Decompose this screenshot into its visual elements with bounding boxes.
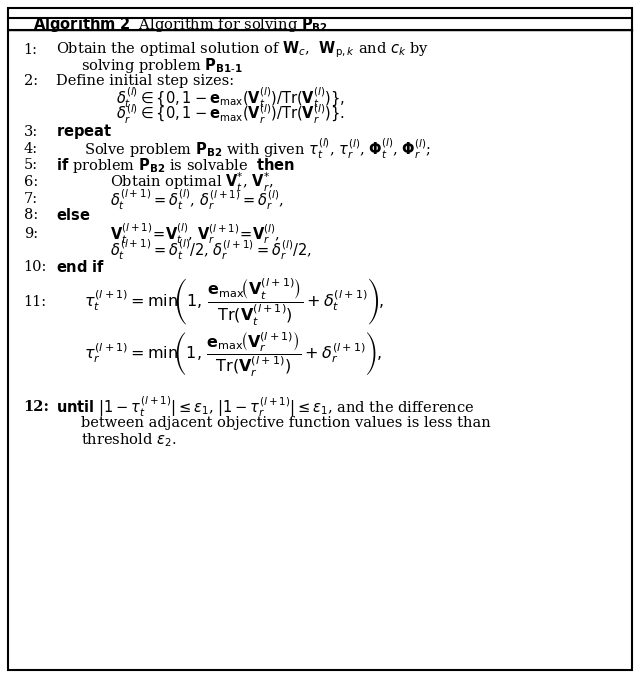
Text: $\delta_{r}^{(l)} \in \{0, 1 - \mathbf{e}_{\max}(\mathbf{V}_{r}^{(l)})/\mathrm{T: $\delta_{r}^{(l)} \in \{0, 1 - \mathbf{e… [116, 103, 345, 127]
Text: Obtain the optimal solution of $\mathbf{W}_{c}$,  $\mathbf{W}_{\mathrm{p},k}$ an: Obtain the optimal solution of $\mathbf{… [56, 40, 428, 60]
Text: $\bf{if}$ problem $\mathbf{P}_{\mathbf{B2}}$ is solvable  $\bf{then}$: $\bf{if}$ problem $\mathbf{P}_{\mathbf{B… [56, 156, 294, 175]
Text: $\delta_{t}^{(l+1)} = \delta_{t}^{(l)}/2$, $\delta_{r}^{(l+1)} = \delta_{r}^{(l): $\delta_{t}^{(l+1)} = \delta_{t}^{(l)}/2… [109, 237, 311, 262]
Text: Obtain optimal $\mathbf{V}_{t}^{*}$, $\mathbf{V}_{r}^{*}$,: Obtain optimal $\mathbf{V}_{t}^{*}$, $\m… [109, 171, 274, 194]
Text: $\bf{repeat}$: $\bf{repeat}$ [56, 122, 112, 141]
Text: $\bf{Algorithm\ 2}$  Algorithm for solving $\mathbf{P}_{\mathbf{B2}}$: $\bf{Algorithm\ 2}$ Algorithm for solvin… [33, 15, 328, 34]
Text: 3:: 3: [24, 125, 38, 139]
Text: 10:: 10: [24, 260, 47, 274]
Text: $\mathbf{V}_{t}^{(l+1)}\!=\!\mathbf{V}_{t}^{(l)}$, $\mathbf{V}_{r}^{(l+1)}\!=\!\: $\mathbf{V}_{t}^{(l+1)}\!=\!\mathbf{V}_{… [109, 221, 280, 246]
Text: 2:: 2: [24, 74, 38, 88]
Text: 1:: 1: [24, 43, 38, 57]
Text: solving problem $\mathbf{P}_{\mathbf{B1\text{-}1}}$: solving problem $\mathbf{P}_{\mathbf{B1\… [81, 56, 243, 75]
Text: 5:: 5: [24, 159, 38, 172]
Text: between adjacent objective function values is less than: between adjacent objective function valu… [81, 416, 491, 431]
Text: $\bf{end\ if}$: $\bf{end\ if}$ [56, 259, 104, 275]
Text: $\delta_{t}^{(l+1)} = \delta_{t}^{(l)}$, $\delta_{r}^{(l+1)} = \delta_{r}^{(l)}$: $\delta_{t}^{(l+1)} = \delta_{t}^{(l)}$,… [109, 187, 284, 212]
FancyBboxPatch shape [8, 8, 632, 670]
Text: threshold $\epsilon_{2}$.: threshold $\epsilon_{2}$. [81, 431, 177, 449]
Text: 8:: 8: [24, 208, 38, 222]
Text: Solve problem $\mathbf{P}_{\mathbf{B2}}$ with given $\tau_{t}^{(l)}$, $\tau_{r}^: Solve problem $\mathbf{P}_{\mathbf{B2}}$… [84, 136, 431, 161]
Text: $\tau_{r}^{(l+1)} = \min\!\left(1,\, \dfrac{\mathbf{e}_{\max}\!\left(\mathbf{V}_: $\tau_{r}^{(l+1)} = \min\!\left(1,\, \df… [84, 330, 382, 378]
Text: $\tau_{t}^{(l+1)} = \min\!\left(1,\, \dfrac{\mathbf{e}_{\max}\!\left(\mathbf{V}_: $\tau_{t}^{(l+1)} = \min\!\left(1,\, \df… [84, 277, 385, 327]
Text: 4:: 4: [24, 142, 38, 155]
Text: 12:: 12: [24, 399, 50, 414]
Text: 6:: 6: [24, 176, 38, 189]
Text: $\bf{else}$: $\bf{else}$ [56, 207, 90, 224]
Text: Define initial step sizes:: Define initial step sizes: [56, 74, 234, 88]
Text: $\delta_{t}^{(l)} \in \{0, 1 - \mathbf{e}_{\max}(\mathbf{V}_{t}^{(l)})/\mathrm{T: $\delta_{t}^{(l)} \in \{0, 1 - \mathbf{e… [116, 85, 345, 111]
Text: 7:: 7: [24, 193, 38, 206]
Text: 9:: 9: [24, 226, 38, 241]
Text: $\bf{until}$ $|1-\tau_{t}^{(l+1)}| \leq \epsilon_{1}$, $|1-\tau_{r}^{(l+1)}| \le: $\bf{until}$ $|1-\tau_{t}^{(l+1)}| \leq … [56, 394, 474, 419]
Text: 11:: 11: [24, 295, 47, 309]
